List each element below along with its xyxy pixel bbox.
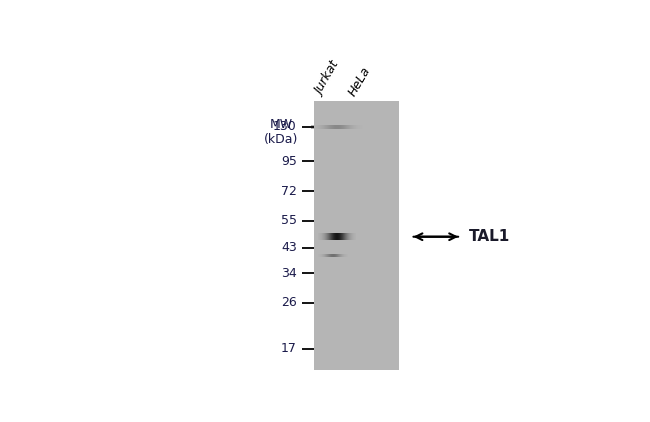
Text: 130: 130 xyxy=(273,120,296,133)
Text: TAL1: TAL1 xyxy=(469,229,510,244)
Text: 17: 17 xyxy=(281,343,296,355)
Text: HeLa: HeLa xyxy=(346,65,373,98)
Text: Jurkat: Jurkat xyxy=(313,60,342,98)
Text: 26: 26 xyxy=(281,296,296,309)
Text: MW
(kDa): MW (kDa) xyxy=(264,119,298,146)
Text: 34: 34 xyxy=(281,267,296,280)
Text: 43: 43 xyxy=(281,241,296,254)
Text: 55: 55 xyxy=(281,214,296,227)
Bar xyxy=(314,101,399,370)
Text: 95: 95 xyxy=(281,154,296,168)
Text: 72: 72 xyxy=(281,185,296,198)
